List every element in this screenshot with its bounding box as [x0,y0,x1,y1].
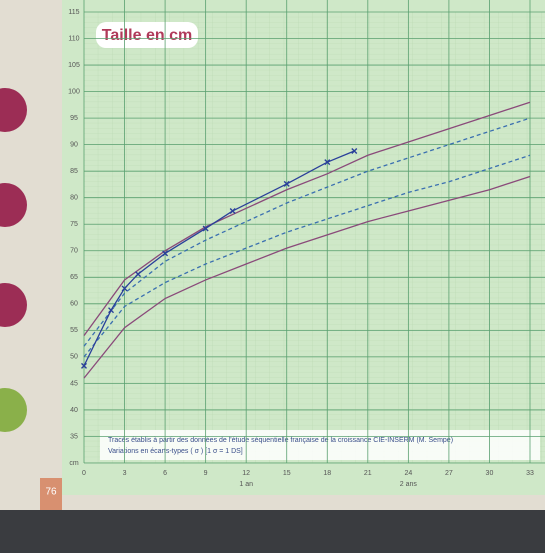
x-tick-label: 21 [364,470,372,477]
x-tick-label: 30 [486,470,494,477]
x-tick-label: 24 [404,470,412,477]
y-tick-label: 60 [70,301,78,308]
y-tick-label: 105 [68,62,80,69]
x-tick-label: 6 [163,470,167,477]
x-tick-label: 15 [283,470,291,477]
minor-grid [84,12,545,463]
y-tick-label: 35 [70,433,78,440]
x-unit-label: 2 ans [400,481,418,488]
x-tick-label: 27 [445,470,453,477]
background [0,510,545,553]
x-tick-label: 9 [204,470,208,477]
y-tick-label: 40 [70,407,78,414]
x-unit-label: 1 an [239,481,253,488]
y-tick-label: 95 [70,115,78,122]
y-tick-label: 100 [68,88,80,95]
chart: 76 Taille en cm Tracés établis à partir … [0,0,545,553]
y-tick-label: 55 [70,327,78,334]
x-tick-label: 3 [123,470,127,477]
y-tick-label: 70 [70,248,78,255]
x-tick-label: 33 [526,470,534,477]
annotation: Variations en écarts-types ( σ ) [1 σ = … [108,448,243,455]
y-tick-label: 80 [70,195,78,202]
y-tick-label: 45 [70,380,78,387]
y-tick-label: 110 [68,35,79,42]
x-tick-label: 0 [82,470,86,477]
y-tick-label: 65 [70,274,78,281]
y-tick-label: cm [69,460,79,467]
chart-title: Taille en cm [102,27,192,44]
page-number: 76 [45,487,57,498]
y-tick-label: 90 [70,141,78,148]
x-tick-label: 12 [242,470,250,477]
annotation: Tracés établis à partir des données de l… [108,437,453,444]
y-tick-label: 115 [68,9,79,16]
y-tick-label: 75 [70,221,78,228]
y-tick-label: 85 [70,168,78,175]
y-tick-label: 50 [70,354,78,361]
x-tick-label: 18 [323,470,331,477]
note-box [100,430,540,460]
